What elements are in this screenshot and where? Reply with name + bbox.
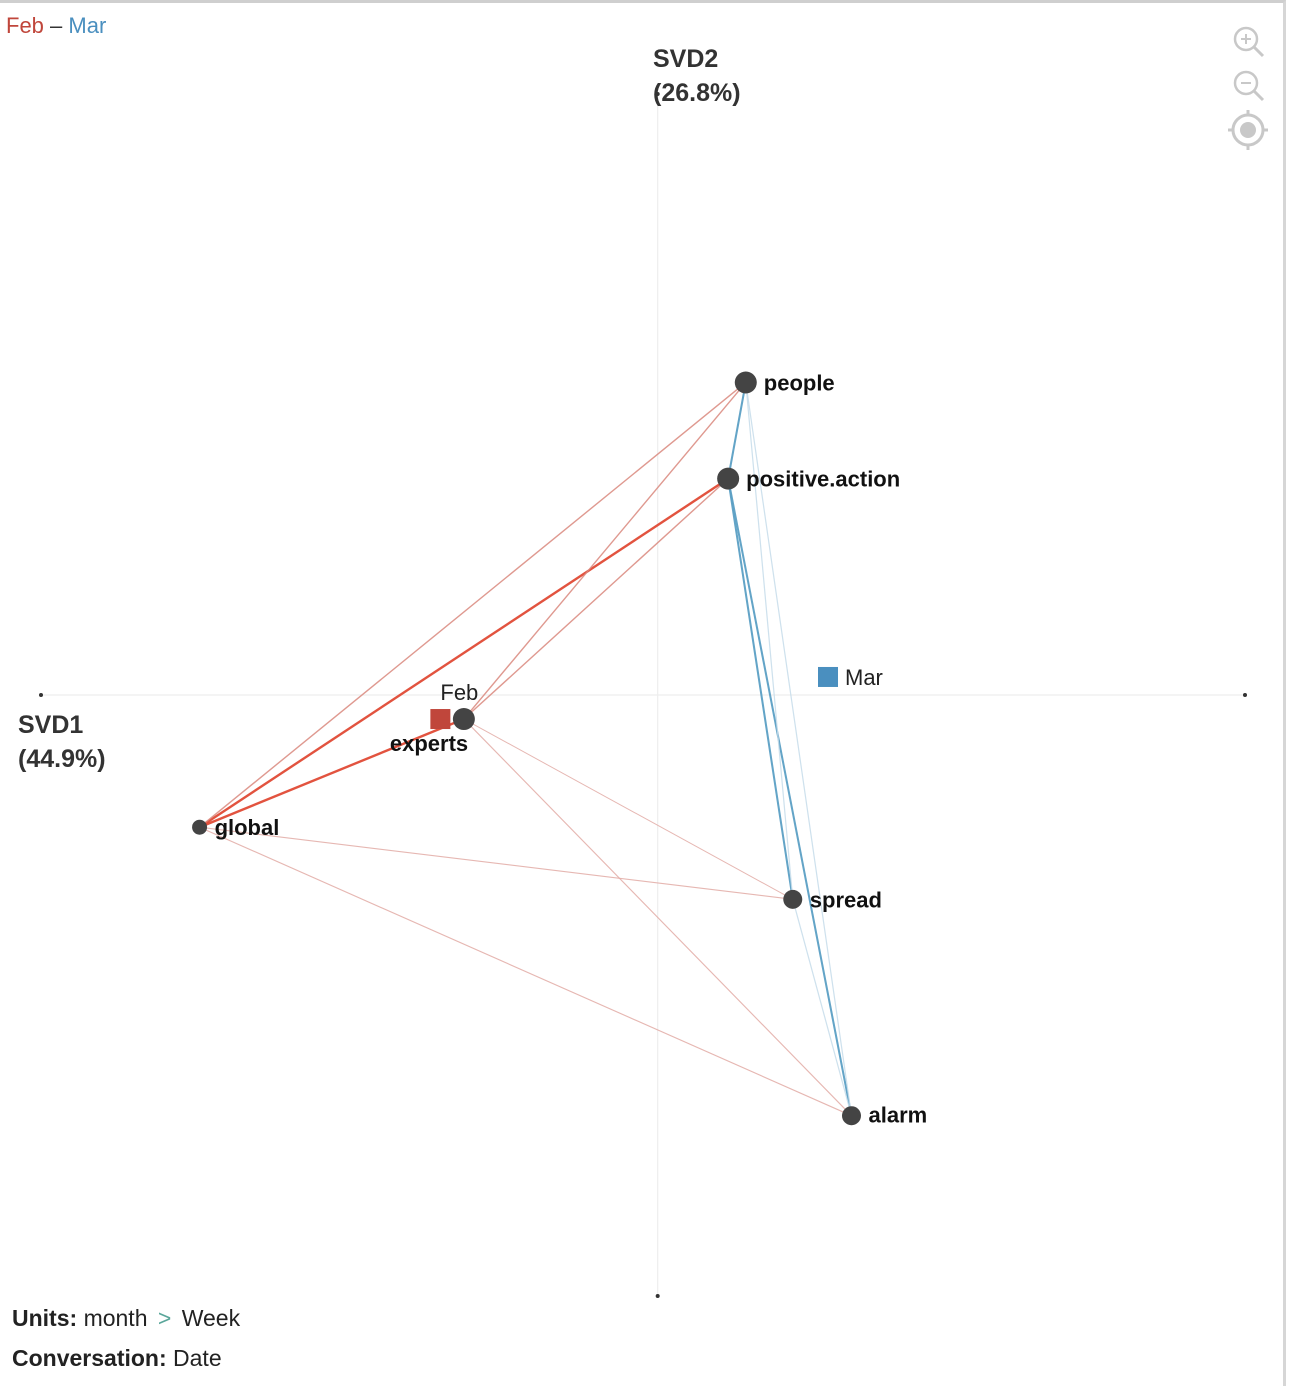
units-label: Units: xyxy=(12,1305,78,1331)
group-mean-Feb xyxy=(430,709,451,730)
y-axis-pct: (26.8%) xyxy=(653,79,741,107)
edge-experts-people xyxy=(463,382,747,720)
y-axis-label: SVD2 xyxy=(653,45,718,73)
x-axis-end-dot xyxy=(1243,693,1247,697)
units-arrow: > xyxy=(157,1305,172,1331)
group-means: Feb Mar xyxy=(430,665,883,730)
legend-from: Feb xyxy=(6,13,44,38)
units-sub[interactable]: Week xyxy=(181,1305,241,1331)
node-label-experts: experts xyxy=(390,731,468,756)
edge-global-people xyxy=(199,381,747,828)
group-label-Feb: Feb xyxy=(440,680,478,705)
units-row: Units: month > Week xyxy=(12,1300,240,1340)
network-edges xyxy=(198,381,853,1117)
node-spread xyxy=(783,889,803,909)
footer-info: Units: month > Week Conversation: Date xyxy=(12,1300,240,1380)
node-label-positive.action: positive.action xyxy=(746,467,900,492)
conversation-value[interactable]: Date xyxy=(173,1345,222,1371)
group-label-Mar: Mar xyxy=(845,665,883,690)
edge-people-positive.action xyxy=(727,382,747,479)
legend-separator: – xyxy=(50,13,63,38)
legend-to: Mar xyxy=(68,13,107,38)
y-axis-end-dot xyxy=(655,92,660,96)
zoom-controls xyxy=(1226,20,1276,152)
edge-positive.action-spread xyxy=(727,478,794,900)
node-positive.action xyxy=(717,467,740,490)
node-label-global: global xyxy=(215,815,280,840)
edge-spread-alarm xyxy=(792,899,853,1116)
edge-global-spread xyxy=(199,826,793,900)
edge-global-experts xyxy=(199,717,465,829)
node-people xyxy=(734,371,757,394)
edge-experts-positive.action xyxy=(463,478,729,720)
y-axis-end-dot xyxy=(655,1294,660,1298)
group-mean-Mar xyxy=(818,666,839,687)
network-nodes: people positive.action experts global spread… xyxy=(192,370,927,1128)
target-icon[interactable] xyxy=(1226,108,1270,152)
edge-experts-spread xyxy=(463,718,793,900)
x-axis-label: SVD1 xyxy=(18,711,83,739)
edge-positive.action-alarm xyxy=(727,478,853,1116)
conversation-label: Conversation: xyxy=(12,1345,167,1371)
x-axis-pct: (44.9%) xyxy=(18,745,106,773)
edge-people-alarm xyxy=(745,382,853,1116)
conversation-row: Conversation: Date xyxy=(12,1340,240,1380)
node-label-alarm: alarm xyxy=(868,1103,927,1128)
units-value[interactable]: month xyxy=(83,1305,148,1331)
node-label-people: people xyxy=(764,370,835,395)
node-alarm xyxy=(841,1106,861,1126)
zoom-out-icon[interactable] xyxy=(1226,64,1270,108)
x-axis-end-dot xyxy=(39,693,43,697)
edge-global-positive.action xyxy=(198,477,729,829)
node-label-spread: spread xyxy=(810,887,882,912)
edge-people-spread xyxy=(745,382,794,900)
group-legend: Feb – Mar xyxy=(6,13,106,39)
node-global xyxy=(192,819,208,835)
edge-experts-alarm xyxy=(463,718,852,1117)
zoom-in-icon[interactable] xyxy=(1226,20,1270,64)
axes: SVD1 (44.9%) SVD2 (26.8%) xyxy=(18,45,1247,1298)
node-experts xyxy=(452,708,475,731)
edge-global-alarm xyxy=(199,826,852,1117)
